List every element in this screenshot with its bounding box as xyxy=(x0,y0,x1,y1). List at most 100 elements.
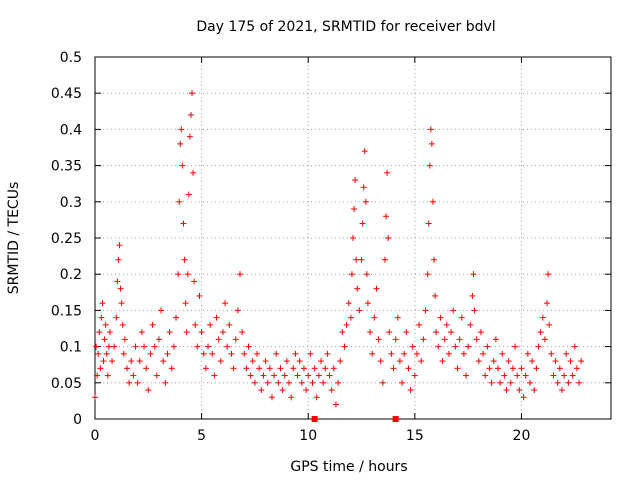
data-point xyxy=(492,336,499,343)
data-point xyxy=(213,314,220,321)
data-point xyxy=(439,358,446,365)
data-point xyxy=(418,358,425,365)
data-point xyxy=(143,365,150,372)
data-point xyxy=(359,220,366,227)
y-tick-label: 0.1 xyxy=(60,340,82,356)
data-point xyxy=(379,379,386,386)
data-point xyxy=(305,372,312,379)
data-point xyxy=(106,329,113,336)
data-point xyxy=(114,278,121,285)
data-point xyxy=(99,300,106,307)
data-point xyxy=(454,365,461,372)
data-point xyxy=(283,358,290,365)
data-point xyxy=(292,350,299,357)
data-point xyxy=(375,336,382,343)
data-point xyxy=(390,365,397,372)
data-point xyxy=(230,365,237,372)
data-point xyxy=(401,350,408,357)
data-point xyxy=(138,329,145,336)
data-point xyxy=(115,256,122,263)
data-point xyxy=(92,394,98,401)
data-point xyxy=(363,271,370,278)
data-point xyxy=(429,198,436,205)
data-point xyxy=(445,350,452,357)
data-point xyxy=(166,329,173,336)
data-point xyxy=(358,256,365,263)
data-point xyxy=(134,379,141,386)
data-point xyxy=(239,329,246,336)
data-point xyxy=(232,336,239,343)
data-point xyxy=(296,358,303,365)
data-point xyxy=(128,358,135,365)
data-point xyxy=(364,300,371,307)
data-point xyxy=(147,350,154,357)
y-tick-label: 0.4 xyxy=(60,122,82,138)
y-tick-label: 0.05 xyxy=(51,376,82,392)
data-point xyxy=(243,365,250,372)
data-point xyxy=(432,292,439,299)
data-point xyxy=(514,372,521,379)
data-point xyxy=(484,343,491,350)
data-point xyxy=(431,256,438,263)
data-point xyxy=(337,358,344,365)
data-point xyxy=(155,336,162,343)
data-point xyxy=(200,350,207,357)
data-point xyxy=(256,365,263,372)
data-point xyxy=(552,358,559,365)
data-point xyxy=(275,379,282,386)
data-point xyxy=(569,372,576,379)
data-point xyxy=(262,358,269,365)
data-point xyxy=(463,372,470,379)
data-point xyxy=(141,343,148,350)
data-point xyxy=(396,358,403,365)
data-point xyxy=(222,300,229,307)
data-point xyxy=(516,387,523,394)
data-point xyxy=(494,365,501,372)
data-point xyxy=(386,329,393,336)
data-point xyxy=(501,372,508,379)
data-point xyxy=(458,314,465,321)
data-point xyxy=(488,379,495,386)
data-point xyxy=(198,329,205,336)
data-point xyxy=(537,329,544,336)
data-point xyxy=(149,321,156,328)
data-point xyxy=(424,271,431,278)
data-point xyxy=(377,358,384,365)
data-point xyxy=(518,365,525,372)
data-point xyxy=(545,271,552,278)
data-point xyxy=(178,126,185,133)
data-point xyxy=(405,365,412,372)
data-point xyxy=(388,350,395,357)
data-point xyxy=(224,343,231,350)
data-point xyxy=(351,206,358,213)
zero-marker xyxy=(392,416,399,422)
data-point xyxy=(309,379,316,386)
data-points xyxy=(92,90,585,422)
data-point xyxy=(93,343,100,350)
data-point xyxy=(520,394,527,401)
data-point xyxy=(145,387,152,394)
data-point xyxy=(477,329,484,336)
data-point xyxy=(279,387,286,394)
data-point xyxy=(120,350,127,357)
data-point xyxy=(392,336,399,343)
data-point xyxy=(371,314,378,321)
data-point xyxy=(353,256,360,263)
data-point xyxy=(130,372,137,379)
data-point xyxy=(132,343,139,350)
data-point xyxy=(294,372,301,379)
data-point xyxy=(561,372,568,379)
data-point xyxy=(228,350,235,357)
data-point xyxy=(258,387,265,394)
x-tick-label: 0 xyxy=(91,428,100,444)
data-point xyxy=(184,271,191,278)
data-point xyxy=(153,372,160,379)
data-point xyxy=(219,329,226,336)
data-point xyxy=(550,372,557,379)
data-point xyxy=(322,365,329,372)
data-point xyxy=(176,198,183,205)
data-point xyxy=(266,365,273,372)
data-point xyxy=(303,387,310,394)
data-point xyxy=(360,184,367,191)
data-point xyxy=(109,358,116,365)
